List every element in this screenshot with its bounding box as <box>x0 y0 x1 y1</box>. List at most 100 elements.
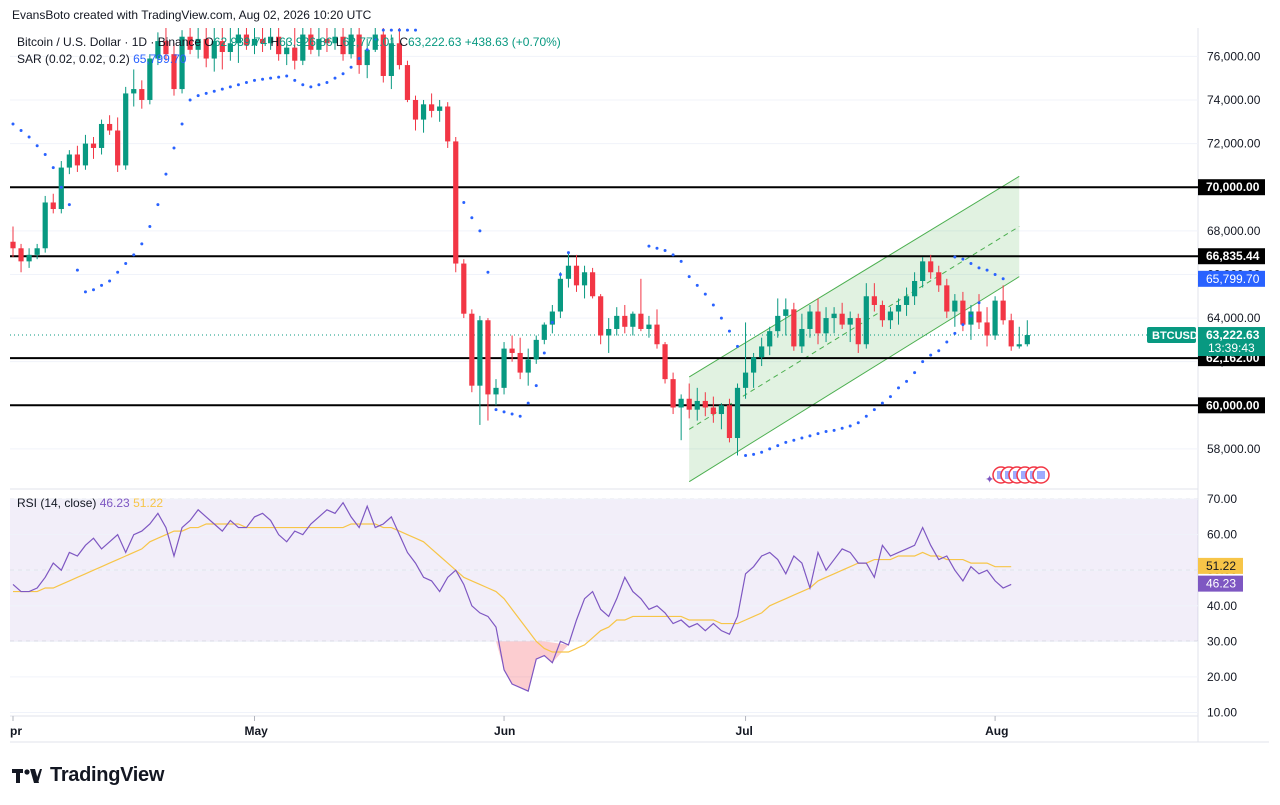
sar-value: 65,799.70 <box>133 52 187 66</box>
tradingview-logo[interactable]: TradingView <box>12 764 164 787</box>
candle-body <box>42 202 48 249</box>
sar-dot <box>373 37 377 41</box>
candle-body <box>453 141 459 264</box>
sar-legend[interactable]: SAR (0.02, 0.02, 0.2) 65,799.70 <box>17 52 186 66</box>
candle-body <box>509 348 515 353</box>
candle-body <box>219 41 225 52</box>
candle-body <box>155 41 161 59</box>
sar-dot <box>43 152 47 156</box>
level-price-tag <box>1198 248 1265 265</box>
rsi-ma-line <box>13 523 1012 653</box>
candle-body <box>179 36 185 90</box>
change-value: +438.63 (+0.70%) <box>464 35 561 49</box>
symbol-legend[interactable]: Bitcoin / U.S. Dollar · 1D · Binance O62… <box>17 35 561 49</box>
sar-dot <box>333 76 337 80</box>
candle-body <box>855 318 861 345</box>
time-tick-label: Jul <box>736 724 753 738</box>
symbol-tag-text: BTCUSD <box>1152 330 1198 342</box>
sar-dot <box>832 428 836 432</box>
sar-dot <box>92 288 95 292</box>
sar-dot <box>848 424 852 428</box>
sar-dot <box>558 272 562 276</box>
sar-dot <box>285 74 289 78</box>
candle-body <box>517 352 523 373</box>
price-tick-label: 72,000.00 <box>1207 137 1261 151</box>
candle-body <box>775 315 781 332</box>
rsi-ma-tag <box>1198 557 1243 574</box>
sar-dot <box>204 91 208 95</box>
rsi-legend[interactable]: RSI (14, close) 46.23 51.22 <box>17 496 163 510</box>
sar-dot <box>752 452 756 456</box>
sar-dot <box>124 262 128 266</box>
candle-body <box>356 34 362 66</box>
sar-dot <box>51 166 55 170</box>
candle-body <box>968 311 974 325</box>
sar-dot <box>808 434 812 438</box>
candle-body <box>259 38 266 44</box>
sar-dot <box>236 83 240 87</box>
candle-body <box>1008 320 1014 347</box>
candle-body <box>557 278 563 312</box>
candle-body <box>139 89 145 100</box>
sar-dot <box>969 314 973 318</box>
candle-body <box>348 34 354 55</box>
tradingview-logo-icon <box>12 768 42 783</box>
candle-body <box>807 311 813 329</box>
candle-body <box>879 304 885 321</box>
candle-body <box>590 272 596 297</box>
rsi-tick-label: 70.00 <box>1207 492 1237 506</box>
sar-dot <box>953 331 957 335</box>
candle-body <box>847 318 853 325</box>
sar-dot <box>534 384 538 388</box>
candle-body <box>388 43 394 76</box>
sar-dot <box>929 353 933 357</box>
sar-dot <box>228 85 232 89</box>
candle-body <box>887 311 894 321</box>
sar-dot <box>180 122 184 126</box>
time-tick-label: Jun <box>494 724 515 738</box>
sar-dot <box>864 414 868 418</box>
candle-body <box>734 387 741 439</box>
candle-body <box>984 322 990 336</box>
candle-body <box>895 304 902 312</box>
channel-upper-line <box>688 175 1020 378</box>
candle-body <box>469 313 475 386</box>
sar-dot <box>816 432 820 436</box>
sar-dot <box>768 447 772 451</box>
sar-dot <box>744 453 748 457</box>
candle-body <box>115 130 121 166</box>
symbol-title[interactable]: Bitcoin / U.S. Dollar · 1D · Binance <box>17 35 202 49</box>
candle-body <box>251 38 258 46</box>
sar-dot <box>188 98 192 102</box>
candle-body <box>622 315 628 327</box>
sar-dot <box>301 83 305 87</box>
candle-body <box>123 93 129 166</box>
candle-body <box>493 387 499 395</box>
sar-dot <box>341 72 345 76</box>
rsi-oversold-fill <box>496 641 569 692</box>
candle-body <box>276 36 282 55</box>
sar-dot <box>494 408 498 412</box>
candle-body <box>50 202 56 210</box>
sar-dot <box>1001 277 1005 281</box>
rsi-label[interactable]: RSI (14, close) <box>17 496 97 510</box>
sar-dot <box>19 129 23 133</box>
sar-dot <box>776 444 780 448</box>
candle-body <box>952 300 958 312</box>
candle-body <box>759 346 765 358</box>
candle-body <box>429 104 435 111</box>
sar-dot <box>486 270 490 274</box>
candle-body <box>920 261 926 281</box>
sar-dot <box>679 259 683 263</box>
sar-dot <box>349 65 353 69</box>
close-value: 63,222.63 <box>408 35 462 49</box>
candle-body <box>573 265 580 286</box>
sar-label[interactable]: SAR (0.02, 0.02, 0.2) <box>17 52 130 66</box>
level-price-tag <box>1198 179 1265 196</box>
sar-dot <box>462 200 466 204</box>
candle-body <box>694 400 700 410</box>
rsi-tick-label: 40.00 <box>1207 599 1237 613</box>
candle-body <box>420 104 427 120</box>
candle-body <box>477 320 483 386</box>
